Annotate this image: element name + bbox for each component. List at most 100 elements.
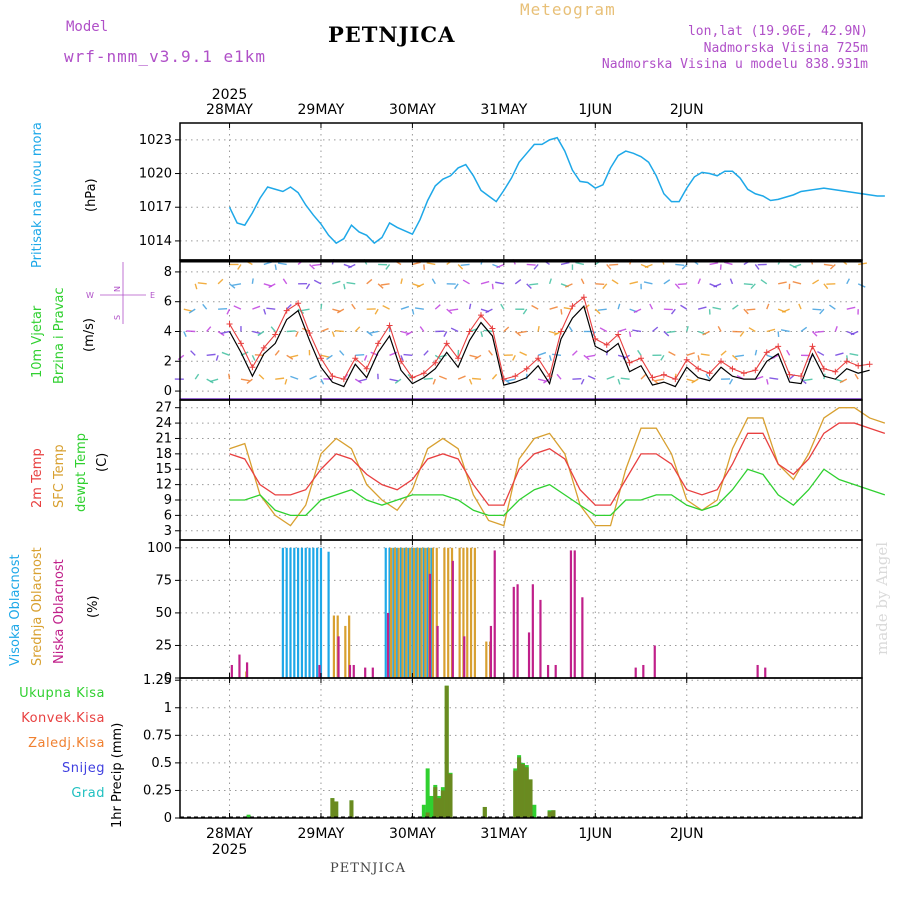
wind-arrow <box>183 308 193 312</box>
gust-marker <box>260 344 267 351</box>
wind-arrow <box>686 325 689 332</box>
high-cloud-bar <box>396 547 399 678</box>
wind-arrow <box>183 331 187 337</box>
gust-marker <box>843 358 850 365</box>
wind-arrow <box>606 264 612 270</box>
wind-arrow <box>597 308 607 311</box>
wind-arrow <box>811 331 818 337</box>
wind-arrow <box>472 377 482 380</box>
wind-arrow <box>263 308 267 315</box>
legend-freez-rain: Zaledj.Kisa <box>28 736 105 751</box>
wind-arrow <box>829 304 836 310</box>
gust-marker <box>683 356 690 363</box>
date-label-bottom: 30MAY <box>389 826 436 842</box>
mid-cloud-bar <box>473 547 476 678</box>
date-label-bottom: 29MAY <box>298 826 345 842</box>
wind-arrow <box>460 263 470 267</box>
wind-arrow <box>449 308 459 312</box>
wind-arrow <box>655 378 665 382</box>
mid-cloud-bar <box>397 547 400 678</box>
wind-arrow <box>358 378 367 382</box>
wind-arrow <box>819 308 825 315</box>
gust-marker <box>489 325 496 332</box>
mid-cloud-bar <box>416 547 419 678</box>
wind-arrow <box>289 354 299 359</box>
gust-marker <box>740 370 747 377</box>
wind-arrow <box>277 262 287 266</box>
conv-rain-bar <box>425 812 430 818</box>
wind-arrow <box>355 353 365 357</box>
y-tick-label: 0 <box>164 671 172 686</box>
gust-marker <box>329 373 336 380</box>
wind-arrow <box>537 351 547 356</box>
wind-arrow <box>309 375 317 380</box>
wind-arrow <box>331 331 335 338</box>
wind-arrow <box>423 350 429 356</box>
wind-arrow <box>443 331 448 337</box>
y-tick-label: 18 <box>155 447 172 462</box>
wind-arrow <box>789 263 797 269</box>
wind-arrow <box>469 354 479 359</box>
gust-marker <box>775 343 782 350</box>
wind-arrow <box>691 378 699 384</box>
conv-rain-bar <box>440 790 445 818</box>
wind-arrow <box>186 330 196 333</box>
wind-arrow <box>587 375 596 380</box>
legend-total-rain: Ukupna Kisa <box>19 686 105 701</box>
high-cloud-bar <box>403 547 406 678</box>
y-tick-label: 1 <box>164 701 172 716</box>
wind-arrow <box>251 355 256 361</box>
wind-arrow <box>754 349 758 356</box>
station-title: PETNJICA <box>328 22 456 47</box>
wind-arrow <box>526 283 532 289</box>
wind-arrow <box>309 263 315 270</box>
conv-rain-bar <box>330 798 335 818</box>
low-cloud-bar <box>352 664 355 678</box>
dewpt-line <box>229 468 886 517</box>
wind-arrow <box>702 330 710 336</box>
low-cloud-bar <box>539 599 542 678</box>
wind-arrow <box>793 263 802 268</box>
wind-arrow <box>503 378 511 384</box>
low-cloud-bar <box>531 584 534 678</box>
low-cloud-bar <box>371 667 374 678</box>
wind-arrow <box>400 305 410 310</box>
wind-arrow <box>252 305 261 310</box>
date-label-top: 1JUN <box>578 102 612 118</box>
low-cloud-bar <box>245 662 249 678</box>
wind-arrow <box>640 374 647 380</box>
wind-arrow <box>454 283 459 290</box>
wind-arrow <box>374 308 379 315</box>
date-label-top: 31MAY <box>480 102 527 118</box>
wind-arrow <box>769 377 779 380</box>
wind-arrow <box>394 378 402 384</box>
gust-marker <box>272 331 279 338</box>
conv-rain-bar <box>517 757 522 818</box>
gust-marker <box>523 365 530 372</box>
y-tick-label: 0.25 <box>143 783 172 798</box>
wind-arrow <box>729 278 734 285</box>
wind-arrow <box>400 278 403 284</box>
wind-arrow <box>643 281 653 285</box>
wind-arrow <box>380 283 390 286</box>
wind-arrow <box>617 378 621 385</box>
wind-arrow <box>190 350 196 356</box>
conv-rain-bar <box>528 779 533 818</box>
wind-arrow <box>586 354 596 358</box>
wind-arrow <box>514 330 522 337</box>
y-tick-label: 6 <box>164 295 172 310</box>
gust-marker <box>535 355 542 362</box>
wind-arrow <box>343 283 346 290</box>
wind-arrow <box>735 354 744 358</box>
wind-arrow <box>628 331 632 337</box>
mid-cloud-bar <box>405 547 408 678</box>
low-cloud-bar <box>516 584 519 678</box>
wind-arrow <box>457 263 464 270</box>
wind-arrow <box>177 354 185 361</box>
compass-s: S <box>113 315 122 320</box>
wind-arrow <box>366 330 373 337</box>
y-tick-label: 3 <box>164 524 172 539</box>
gust-marker <box>363 365 370 372</box>
high-cloud-bar <box>415 547 418 678</box>
wind-arrow <box>709 262 719 266</box>
